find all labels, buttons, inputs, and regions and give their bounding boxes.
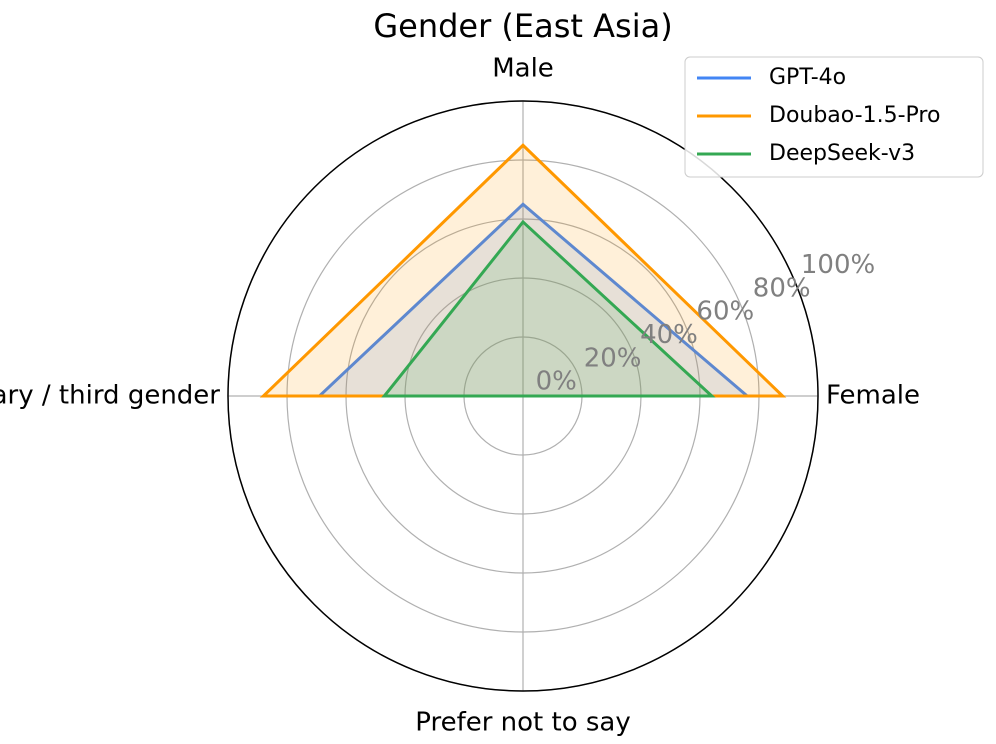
category-label: Male	[492, 54, 554, 84]
category-label: Prefer not to say	[415, 708, 631, 738]
y-tick-label: 60%	[696, 297, 754, 327]
chart-title: Gender (East Asia)	[373, 7, 672, 45]
legend-label: GPT-4o	[769, 65, 846, 90]
category-label: Non-binary / third gender	[0, 381, 220, 411]
y-tick-label: 100%	[801, 250, 875, 280]
category-label: Female	[826, 381, 920, 411]
legend-label: DeepSeek-v3	[769, 141, 915, 166]
y-tick-label: 80%	[753, 273, 811, 303]
legend-label: Doubao-1.5-Pro	[769, 103, 940, 128]
y-tick-label: 20%	[584, 343, 642, 373]
series-area	[384, 221, 712, 396]
series-line	[381, 219, 716, 398]
y-tick-label: 40%	[640, 320, 698, 350]
series-area	[319, 204, 748, 396]
outer-spine	[227, 100, 819, 692]
series-area	[263, 145, 783, 396]
y-tick-label: 0%	[536, 367, 577, 397]
legend-box	[684, 56, 984, 178]
